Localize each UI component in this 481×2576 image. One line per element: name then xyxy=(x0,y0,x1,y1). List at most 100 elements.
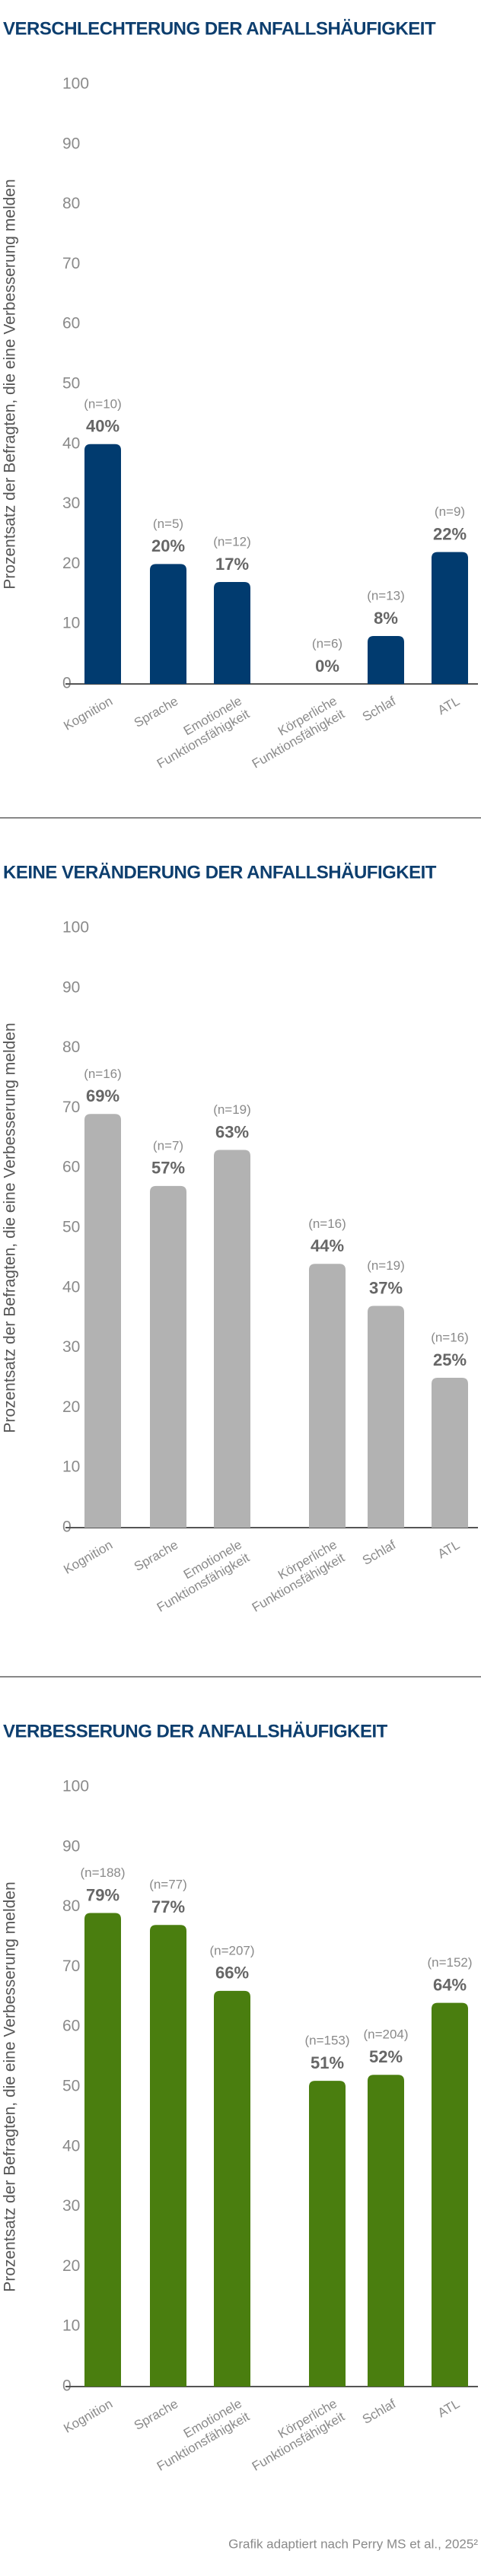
n-label: (n=16) xyxy=(308,1216,346,1231)
n-label: (n=12) xyxy=(213,535,251,549)
y-tick-label: 40 xyxy=(62,434,80,452)
y-tick-label: 100 xyxy=(62,75,89,93)
x-tick-label: ATL xyxy=(435,694,462,717)
value-label: 0% xyxy=(315,657,339,676)
bar xyxy=(432,2002,468,2387)
value-label: 64% xyxy=(433,1975,467,1994)
y-tick-label: 80 xyxy=(62,1897,80,1915)
x-tick-label: Kognition xyxy=(61,2396,115,2436)
y-tick-label: 40 xyxy=(62,1278,80,1296)
value-label: 57% xyxy=(151,1159,185,1178)
bar xyxy=(84,444,121,684)
x-tick-label: KörperlicheFunktionsfähigkeit xyxy=(242,2396,347,2474)
n-label: (n=16) xyxy=(431,1330,469,1344)
n-label: (n=7) xyxy=(153,1138,183,1153)
value-label: 79% xyxy=(86,1885,119,1904)
bar xyxy=(368,2075,404,2387)
n-label: (n=5) xyxy=(153,517,183,531)
y-tick-label: 10 xyxy=(62,2317,80,2335)
n-label: (n=13) xyxy=(367,588,405,603)
y-tick-label: 100 xyxy=(62,1778,89,1795)
y-tick-label: 10 xyxy=(62,1458,80,1476)
y-tick-label: 90 xyxy=(62,978,80,996)
footnote: Grafik adaptiert nach Perry MS et al., 2… xyxy=(228,2536,478,2551)
y-tick-label: 20 xyxy=(62,2257,80,2275)
chart-title: KEINE VERÄNDERUNG DER ANFALLSHÄUFIGKEIT xyxy=(3,862,437,883)
y-tick-label: 40 xyxy=(62,2137,80,2155)
x-tick-label: ATL xyxy=(435,2396,462,2420)
n-label: (n=152) xyxy=(427,1955,472,1970)
x-tick-label: Schlaf xyxy=(360,694,399,724)
x-tick-label: KörperlicheFunktionsfähigkeit xyxy=(242,694,347,771)
x-tick-label: Kognition xyxy=(61,1538,115,1577)
n-label: (n=19) xyxy=(367,1258,405,1273)
x-tick-label: Sprache xyxy=(132,2396,180,2433)
n-label: (n=6) xyxy=(312,636,342,650)
bar xyxy=(150,1925,186,2387)
value-label: 66% xyxy=(215,1964,249,1983)
bar xyxy=(309,2081,346,2387)
y-tick-label: 30 xyxy=(62,2197,80,2215)
y-tick-label: 50 xyxy=(62,1219,80,1236)
bar xyxy=(84,1913,121,2387)
y-tick-label: 20 xyxy=(62,555,80,572)
bar xyxy=(368,1305,404,1528)
bar xyxy=(432,1378,468,1528)
y-tick-label: 90 xyxy=(62,135,80,152)
y-tick-label: 80 xyxy=(62,195,80,212)
y-tick-label: 50 xyxy=(62,2078,80,2095)
value-label: 37% xyxy=(369,1278,403,1297)
bar xyxy=(214,1150,250,1528)
bar xyxy=(368,635,404,684)
y-tick-label: 70 xyxy=(62,255,80,272)
value-label: 51% xyxy=(311,2053,344,2072)
y-axis-label: Prozentsatz der Befragten, die eine Verb… xyxy=(2,1022,19,1433)
bar xyxy=(309,1264,346,1528)
x-tick-label: Sprache xyxy=(132,1538,180,1574)
y-tick-label: 60 xyxy=(62,315,80,332)
y-tick-label: 30 xyxy=(62,1338,80,1356)
n-label: (n=10) xyxy=(84,396,122,411)
y-axis-label: Prozentsatz der Befragten, die eine Verb… xyxy=(2,179,19,589)
n-label: (n=9) xyxy=(435,504,465,519)
bar xyxy=(150,564,186,684)
bar xyxy=(432,552,468,684)
x-tick-label: ATL xyxy=(435,1538,462,1561)
n-label: (n=207) xyxy=(209,1943,254,1957)
bar xyxy=(214,582,250,684)
n-label: (n=19) xyxy=(213,1102,251,1117)
value-label: 52% xyxy=(369,2047,403,2066)
x-tick-label: KörperlicheFunktionsfähigkeit xyxy=(242,1538,347,1615)
value-label: 25% xyxy=(433,1350,467,1369)
value-label: 8% xyxy=(374,609,398,628)
y-tick-label: 10 xyxy=(62,615,80,632)
n-label: (n=77) xyxy=(149,1878,187,1892)
bar xyxy=(84,1114,121,1528)
value-label: 69% xyxy=(86,1086,119,1105)
value-label: 77% xyxy=(151,1897,185,1916)
y-tick-label: 60 xyxy=(62,2018,80,2035)
value-label: 63% xyxy=(215,1122,249,1141)
value-label: 20% xyxy=(151,536,185,555)
y-tick-label: 70 xyxy=(62,1957,80,1975)
y-tick-label: 50 xyxy=(62,375,80,393)
value-label: 17% xyxy=(215,555,249,574)
y-tick-label: 90 xyxy=(62,1837,80,1855)
y-tick-label: 30 xyxy=(62,495,80,512)
x-tick-label: Kognition xyxy=(61,694,115,733)
y-axis-label: Prozentsatz der Befragten, die eine Verb… xyxy=(2,1881,19,2291)
y-tick-label: 80 xyxy=(62,1038,80,1056)
y-tick-label: 60 xyxy=(62,1159,80,1176)
n-label: (n=153) xyxy=(304,2034,349,2048)
bar xyxy=(214,1990,250,2387)
x-tick-label: Sprache xyxy=(132,694,180,730)
bar xyxy=(150,1185,186,1528)
y-tick-label: 20 xyxy=(62,1398,80,1416)
value-label: 44% xyxy=(311,1236,344,1255)
chart-title: VERBESSERUNG DER ANFALLSHÄUFIGKEIT xyxy=(3,1721,388,1741)
n-label: (n=188) xyxy=(80,1865,125,1880)
value-label: 40% xyxy=(86,417,119,436)
n-label: (n=16) xyxy=(84,1067,122,1081)
n-label: (n=204) xyxy=(363,2027,408,2042)
